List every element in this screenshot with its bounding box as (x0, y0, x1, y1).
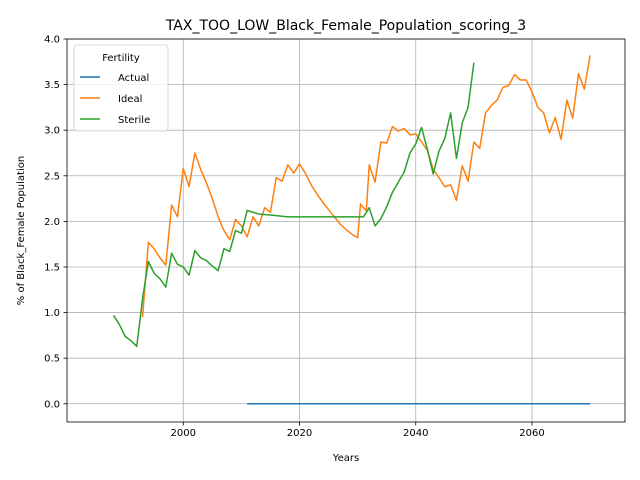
legend-label-ideal: Ideal (118, 94, 142, 105)
x-tick-label: 2060 (519, 428, 544, 439)
y-tick-label: 3.5 (44, 80, 60, 91)
x-tick-label: 2040 (403, 428, 428, 439)
axis-ticks: 2000 2020 2040 2060 0.0 0.5 1.0 1.5 2.0 2.5 3.0 3.5… (44, 35, 545, 440)
y-tick-label: 2.0 (44, 217, 60, 228)
grid-lines (67, 38, 625, 422)
chart-title: TAX_TOO_LOW_Black_Female_Population_scor… (165, 18, 526, 34)
series-lines (112, 55, 591, 405)
x-tick-label: 2020 (287, 428, 312, 439)
x-axis-label: Years (332, 453, 359, 464)
y-axis-label: % of Black_Female Population (16, 156, 27, 305)
y-tick-label: 4.0 (44, 35, 60, 46)
series-line-ideal (141, 55, 591, 318)
legend-label-sterile: Sterile (118, 115, 150, 126)
x-tick-label: 2000 (171, 428, 196, 439)
plot-frame (66, 38, 626, 423)
y-tick-label: 0.0 (44, 399, 60, 410)
y-tick-label: 2.5 (44, 171, 60, 182)
legend-title: Fertility (102, 53, 140, 64)
y-tick-label: 3.0 (44, 126, 60, 137)
y-tick-label: 1.0 (44, 308, 60, 319)
series-line-sterile (112, 62, 475, 348)
y-tick-label: 0.5 (44, 354, 60, 365)
y-tick-label: 1.5 (44, 262, 60, 273)
legend-label-actual: Actual (118, 73, 149, 84)
legend-box (73, 44, 169, 132)
legend: Fertility Actual Ideal Sterile (73, 44, 169, 132)
